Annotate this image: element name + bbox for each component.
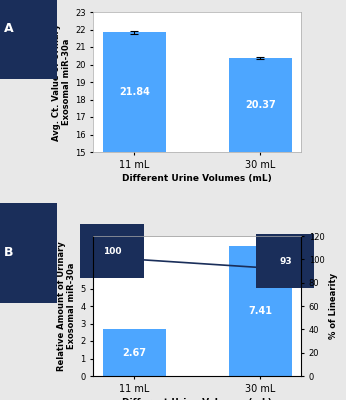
Text: 100: 100 [103,247,130,258]
X-axis label: Different Urine Volumes (mL): Different Urine Volumes (mL) [122,398,272,400]
Text: 93: 93 [264,257,292,268]
Y-axis label: Avg. Ct. Value of Urinary
Exosomal miR-30a: Avg. Ct. Value of Urinary Exosomal miR-3… [52,23,71,141]
X-axis label: Different Urine Volumes (mL): Different Urine Volumes (mL) [122,174,272,183]
Text: 21.84: 21.84 [119,87,150,97]
Text: 7.41: 7.41 [248,306,272,316]
Bar [229,58,292,400]
Text: 20.37: 20.37 [245,100,275,110]
Bar [103,32,166,400]
Y-axis label: Relative Amount of Urinary
Exosomal miR-30a: Relative Amount of Urinary Exosomal miR-… [57,241,76,371]
Bar [103,329,166,376]
Text: A: A [3,22,13,35]
Bar [229,246,292,376]
Text: 2.67: 2.67 [122,348,146,358]
Text: B: B [3,246,13,259]
Y-axis label: % of Linearity: % of Linearity [329,273,338,339]
